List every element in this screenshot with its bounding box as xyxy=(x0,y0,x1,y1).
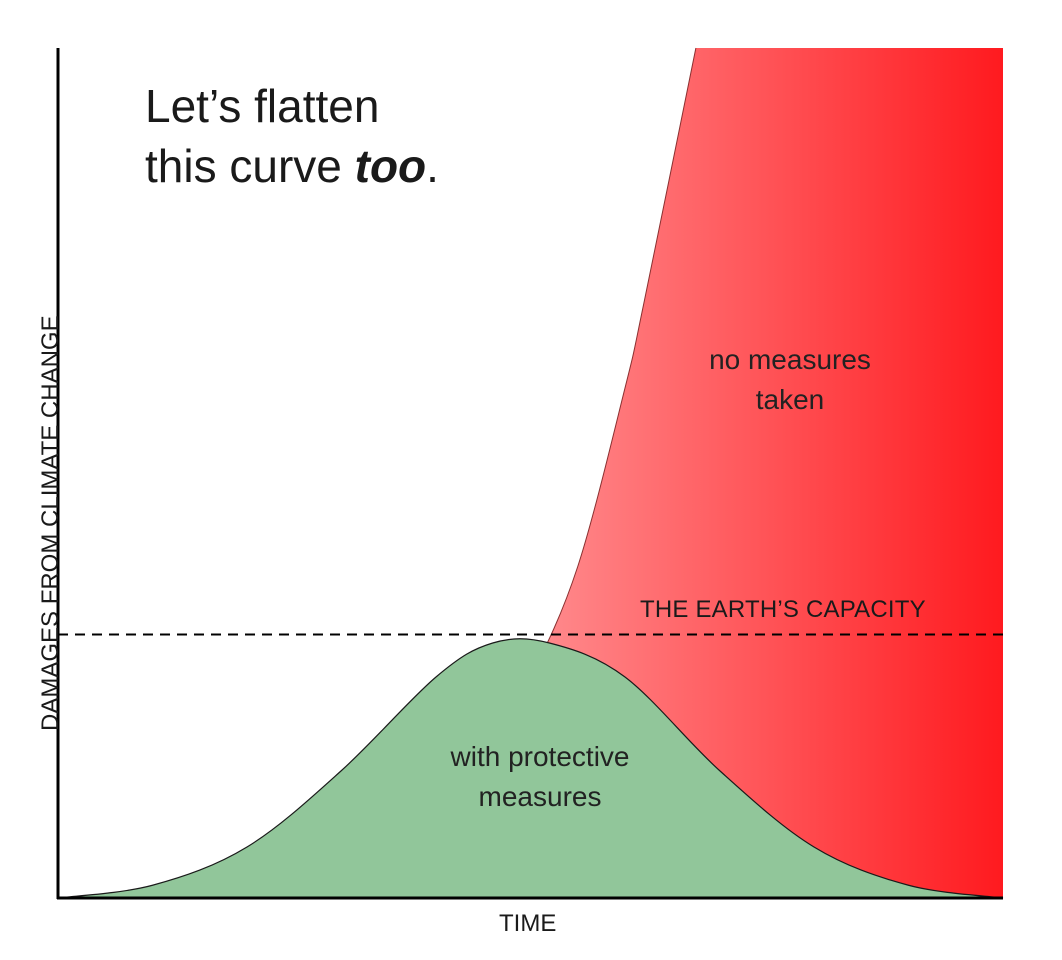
protective-measures-area xyxy=(57,638,1004,899)
chart-title: Let’s flatten this curve too. xyxy=(145,76,439,196)
credit-handle: @EduardRosert xyxy=(1018,97,1035,212)
no-measures-label: no measures taken xyxy=(665,340,915,420)
protective-measures-label: with protective measures xyxy=(405,737,675,817)
title-emphasis: too xyxy=(354,140,427,192)
no-measures-area xyxy=(58,48,1003,898)
no-measures-label-line2: taken xyxy=(755,384,825,415)
title-line-2-prefix: this curve xyxy=(145,140,355,192)
capacity-label: THE EARTH’S CAPACITY xyxy=(640,596,926,623)
x-axis-label: TIME xyxy=(499,910,557,937)
credit-prefix: (CC BY 3.0) twitter.com/ xyxy=(1018,211,1035,376)
title-line-2: this curve too. xyxy=(145,136,439,196)
y-axis-label: DAMAGES FROM CLIMATE CHANGE xyxy=(37,315,64,731)
protective-label-line2: measures xyxy=(478,781,602,812)
no-measures-label-line1: no measures xyxy=(709,344,871,375)
title-suffix: . xyxy=(426,140,439,192)
title-line-1: Let’s flatten xyxy=(145,80,380,132)
protective-label-line1: with protective xyxy=(450,741,630,772)
credit-text: (CC BY 3.0) twitter.com/ @EduardRosert xyxy=(1018,97,1035,376)
